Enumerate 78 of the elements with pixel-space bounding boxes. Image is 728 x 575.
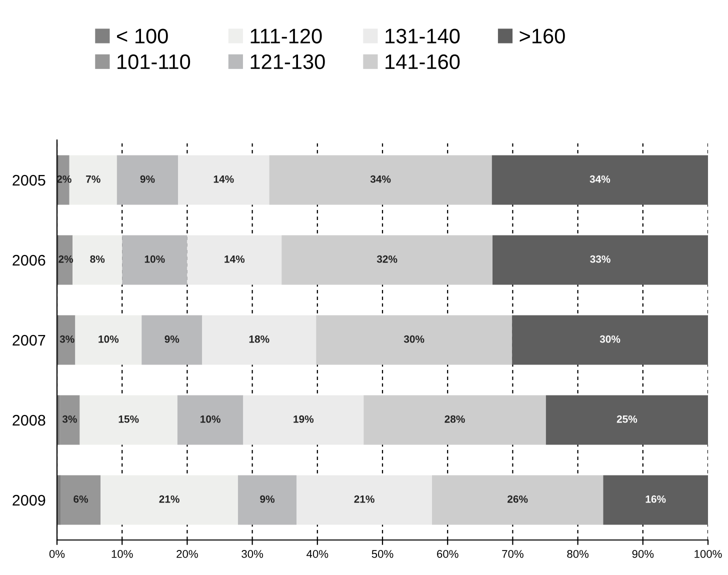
bar — [57, 475, 61, 525]
data-label: 18% — [249, 335, 270, 343]
bar — [546, 395, 708, 445]
data-label: 30% — [404, 335, 424, 343]
bar — [492, 235, 708, 285]
legend-label: 131-140 — [386, 28, 460, 44]
legend-label: < 100 — [117, 28, 168, 44]
legend-label: 121-130 — [250, 54, 325, 70]
bar — [75, 315, 142, 365]
data-label: 30% — [600, 335, 620, 343]
x-tick-label: 10% — [112, 550, 133, 558]
bar — [72, 235, 122, 285]
bar — [603, 475, 708, 525]
bar — [238, 475, 297, 525]
bar — [178, 155, 270, 205]
data-label: 16% — [646, 495, 666, 503]
bar — [58, 235, 73, 285]
x-tick-label: 20% — [176, 550, 198, 558]
data-label: 32% — [376, 255, 398, 263]
data-label: 9% — [140, 175, 155, 183]
bar — [512, 315, 708, 365]
data-label: 26% — [508, 495, 528, 503]
x-tick-label: 100% — [694, 550, 722, 558]
y-tick-label: 2009 — [12, 494, 46, 506]
y-tick-label: 2007 — [12, 334, 46, 346]
y-tick-label: 2005 — [12, 174, 46, 186]
data-label: 21% — [354, 495, 374, 503]
data-label: 7% — [86, 175, 100, 183]
x-tick-label: 30% — [242, 550, 264, 558]
bar — [60, 395, 80, 445]
data-label: 9% — [164, 335, 180, 343]
legend-label: 111-120 — [250, 28, 322, 44]
x-tick-label: 0% — [49, 550, 65, 558]
data-label: 6% — [74, 495, 88, 503]
bar — [177, 395, 244, 445]
bar — [187, 235, 282, 285]
data-label: 14% — [224, 255, 245, 263]
data-label: 28% — [444, 415, 465, 423]
bar — [432, 475, 604, 525]
bar — [243, 395, 364, 445]
legend-label: 141-160 — [386, 54, 460, 70]
bar — [296, 475, 432, 525]
data-label: 10% — [98, 335, 119, 343]
data-label: 10% — [200, 415, 220, 423]
data-label: 3% — [62, 415, 77, 423]
data-label: 3% — [60, 335, 74, 343]
data-label: 19% — [294, 415, 314, 423]
bar — [202, 315, 316, 365]
bar — [80, 395, 178, 445]
x-tick-label: 80% — [567, 550, 589, 558]
data-label: 15% — [118, 415, 139, 423]
bar — [122, 235, 188, 285]
data-label: 21% — [159, 495, 180, 503]
legend-label: >160 — [520, 28, 565, 44]
bar — [316, 315, 512, 365]
bar — [60, 475, 101, 525]
data-label: 14% — [214, 175, 234, 183]
data-label: 34% — [370, 175, 391, 183]
y-tick-label: 2008 — [12, 414, 46, 426]
x-tick-label: 40% — [306, 550, 328, 558]
bar — [364, 395, 546, 445]
x-tick-label: 60% — [437, 550, 458, 558]
x-tick-label: 90% — [632, 550, 654, 558]
x-tick-label: 70% — [502, 550, 524, 558]
bar — [116, 155, 178, 205]
legend-label: 101-110 — [118, 54, 190, 70]
bar — [100, 475, 238, 525]
bar — [142, 315, 202, 365]
data-label: 25% — [616, 415, 638, 423]
bar — [58, 315, 76, 365]
data-label: 10% — [144, 255, 165, 263]
bar — [282, 235, 493, 285]
y-tick-label: 2006 — [12, 254, 46, 266]
x-tick-label: 50% — [372, 550, 394, 558]
data-label: 33% — [590, 255, 610, 263]
data-label: 34% — [590, 175, 610, 183]
data-label: 8% — [90, 255, 105, 263]
data-label: 9% — [260, 495, 275, 503]
